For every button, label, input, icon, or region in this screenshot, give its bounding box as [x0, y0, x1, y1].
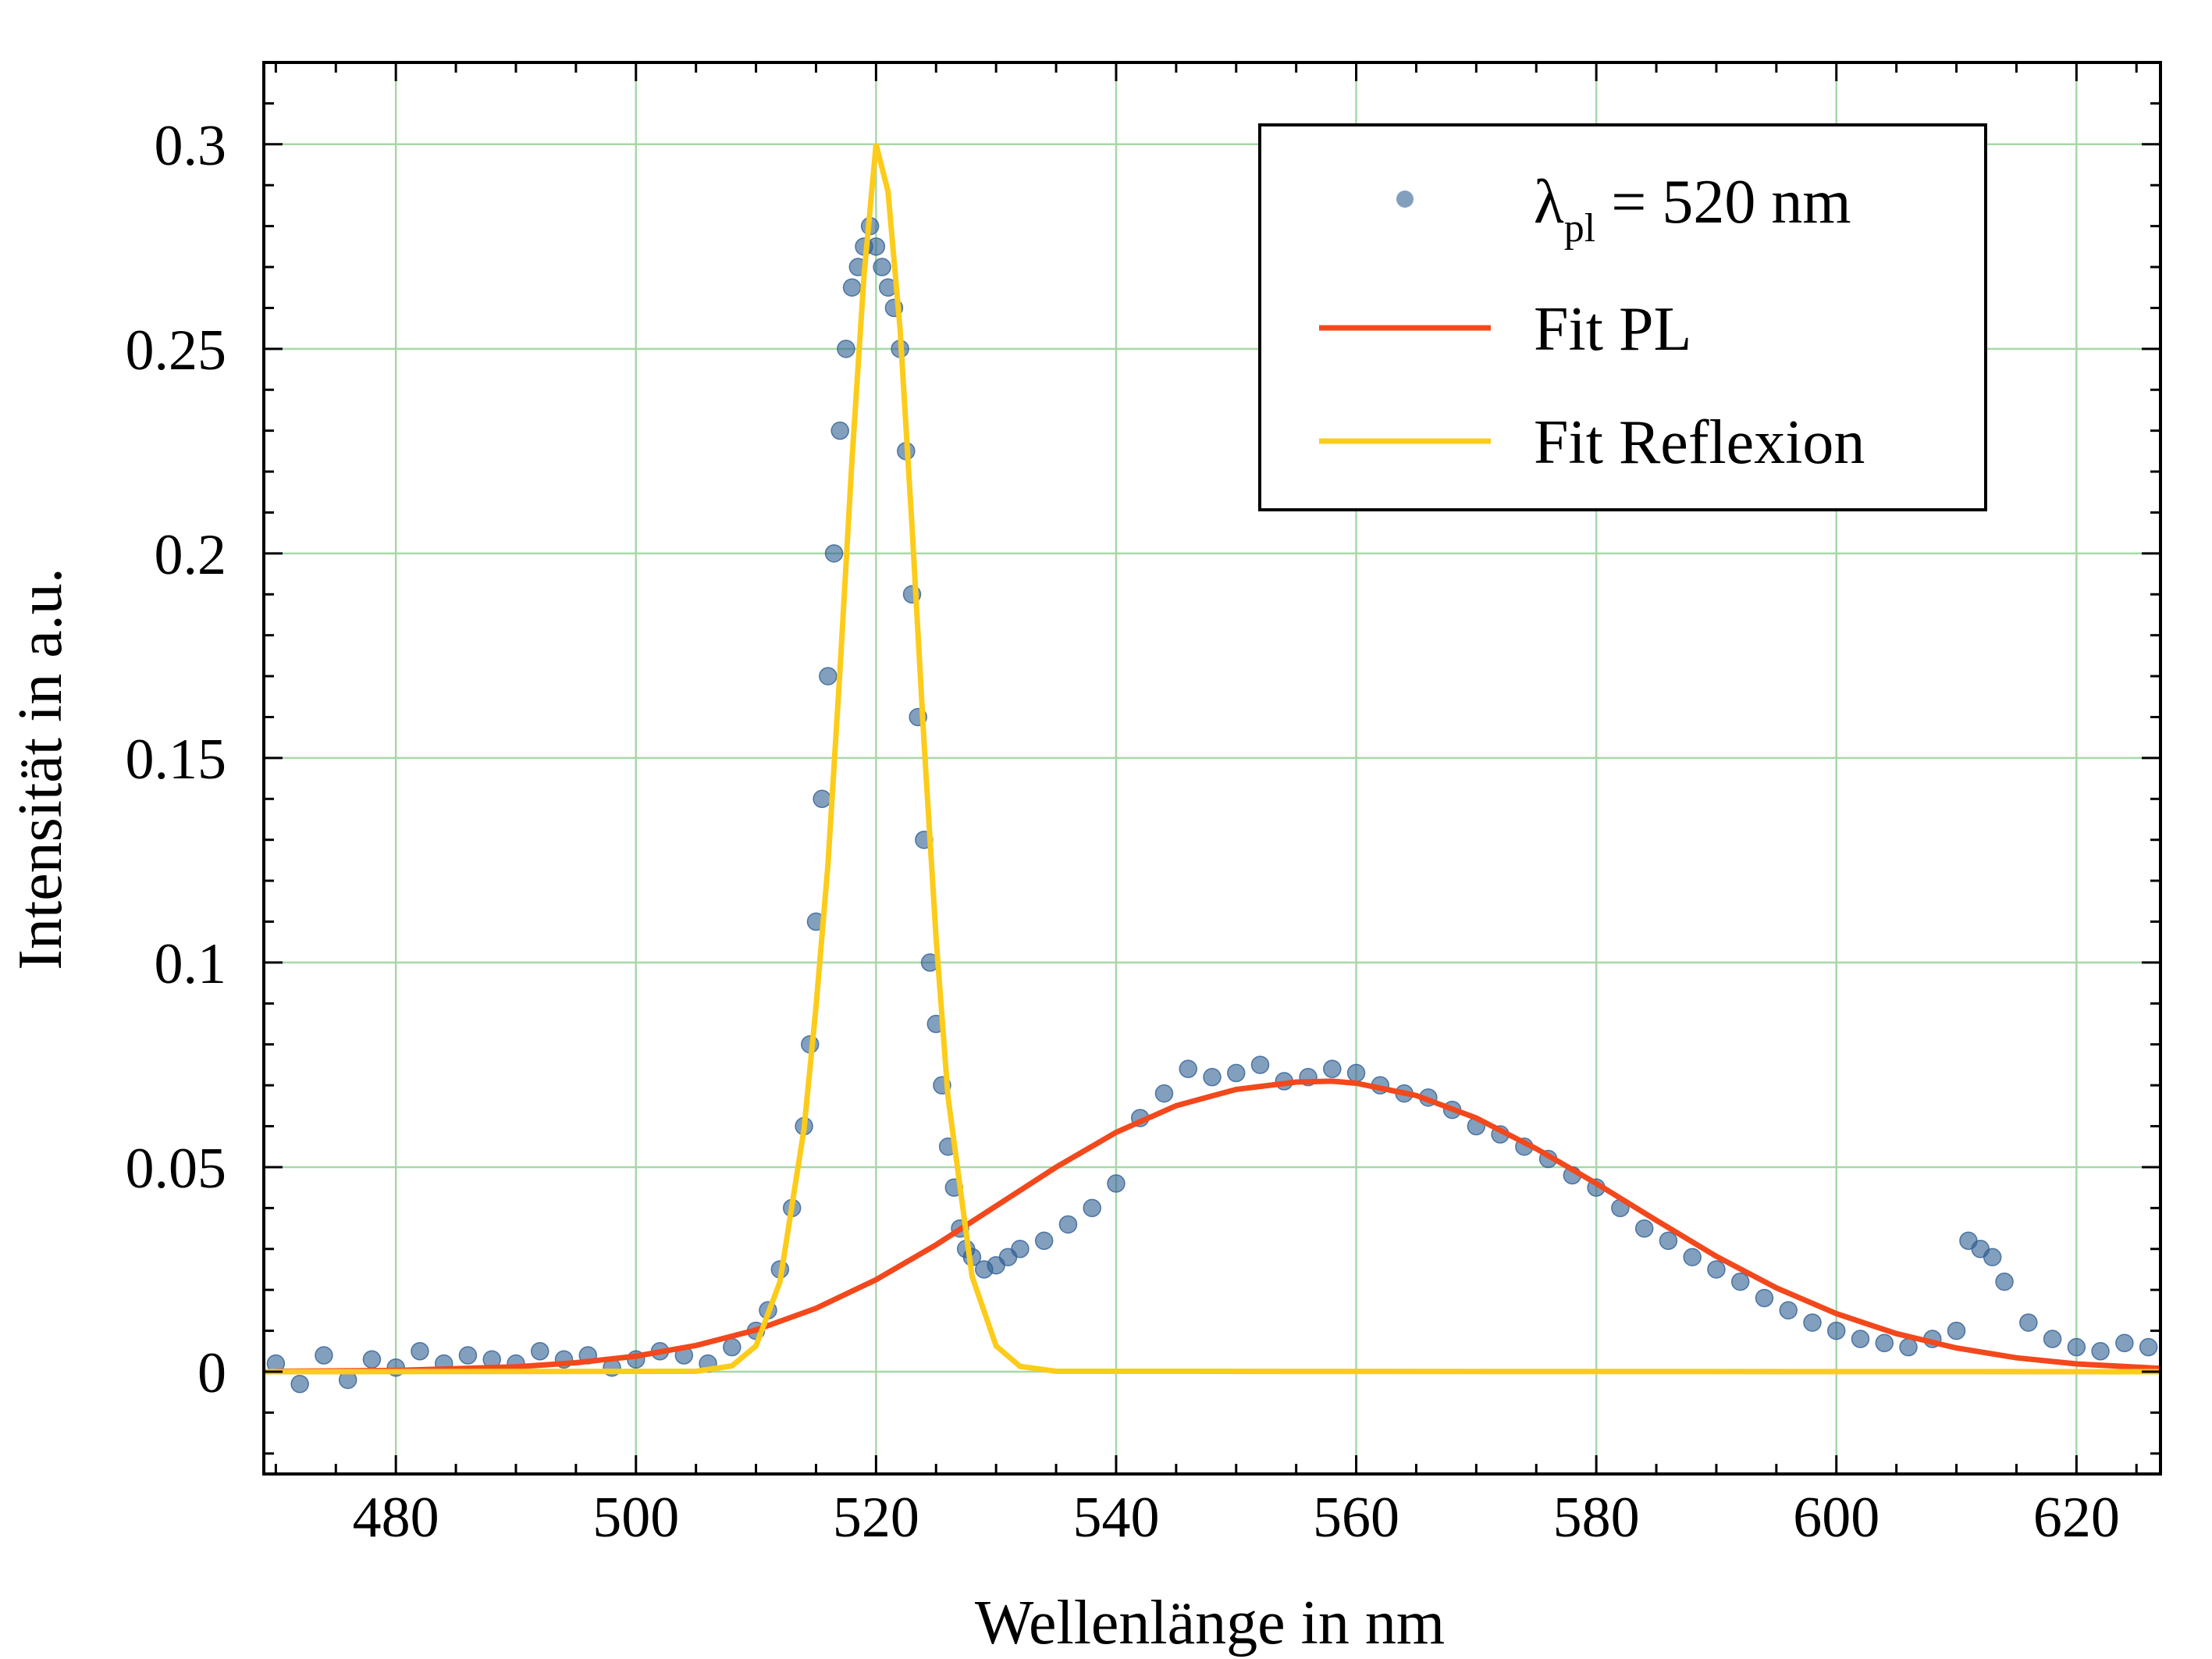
- data-point: [2091, 1342, 2110, 1361]
- y-tick-label: 0.15: [126, 728, 227, 792]
- data-point: [873, 258, 891, 276]
- data-point: [1659, 1231, 1678, 1251]
- y-tick-label: 0.25: [126, 319, 227, 383]
- data-point: [1346, 1063, 1366, 1083]
- x-tick-label: 620: [2033, 1486, 2120, 1550]
- data-point: [290, 1374, 309, 1394]
- fit-pl-line: [276, 1078, 2161, 1374]
- data-point: [1730, 1272, 1750, 1291]
- data-point: [819, 667, 838, 685]
- data-point: [866, 237, 886, 256]
- legend: λpl = 520 nm Fit PL Fit Reflexion: [1258, 123, 1987, 511]
- data-point: [1058, 1215, 1078, 1234]
- data-point: [1755, 1288, 1774, 1308]
- plot-frame: [262, 61, 2162, 1476]
- y-axis-title: Intensität in a.u.: [6, 568, 75, 970]
- data-point: [1983, 1248, 2002, 1266]
- data-point: [1179, 1059, 1197, 1078]
- y-tick-label: 0: [197, 1341, 226, 1405]
- data-point: [1083, 1198, 1101, 1218]
- legend-lambda: λ: [1534, 168, 1564, 237]
- data-point: [458, 1346, 478, 1365]
- data-point: [2139, 1337, 2158, 1357]
- data-point: [1995, 1272, 2014, 1291]
- data-point: [1634, 1219, 1654, 1238]
- data-point: [1826, 1321, 1846, 1340]
- data-point: [1803, 1313, 1822, 1332]
- data-point: [837, 340, 855, 358]
- data-point: [824, 544, 844, 563]
- x-tick-label: 480: [353, 1486, 439, 1550]
- data-point: [723, 1337, 741, 1357]
- data-point: [315, 1346, 333, 1365]
- axis-ticks: [264, 62, 2160, 1474]
- x-tick-labels: 480 500 520 540 560 580 600 620: [353, 1486, 2120, 1550]
- data-point: [842, 278, 862, 297]
- data-point: [530, 1342, 549, 1361]
- data-point: [1851, 1330, 1870, 1348]
- x-tick-label: 540: [1072, 1486, 1159, 1550]
- legend-label-fit-pl: Fit PL: [1534, 295, 1691, 364]
- data-point: [1034, 1231, 1054, 1251]
- y-tick-label: 0.3: [155, 114, 227, 178]
- legend-value: = 520 nm: [1595, 168, 1851, 237]
- legend-label-fit-reflexion: Fit Reflexion: [1534, 408, 1865, 477]
- x-tick-label: 580: [1553, 1486, 1640, 1550]
- data-point: [362, 1350, 382, 1369]
- data-point: [1683, 1248, 1702, 1266]
- data-point: [1250, 1056, 1270, 1074]
- data-point: [1899, 1337, 1918, 1357]
- legend-label-points: λpl = 520 nm: [1534, 168, 1851, 251]
- data-point: [1227, 1063, 1246, 1083]
- fit-reflexion-line: [263, 143, 2161, 1375]
- data-point: [2067, 1337, 2086, 1357]
- x-tick-label: 520: [833, 1486, 919, 1550]
- data-point: [1779, 1301, 1798, 1320]
- data-point: [411, 1342, 429, 1361]
- y-tick-labels: 0 0.05 0.1 0.15 0.2 0.25 0.3: [126, 114, 227, 1405]
- data-point: [2115, 1333, 2134, 1353]
- y-tick-label: 0.2: [155, 523, 227, 587]
- y-tick-label: 0.05: [126, 1137, 227, 1201]
- data-point: [1875, 1333, 1894, 1353]
- data-point: [1011, 1240, 1030, 1258]
- x-tick-label: 560: [1313, 1486, 1399, 1550]
- data-point: [1947, 1321, 1966, 1340]
- data-point: [813, 789, 831, 809]
- data-point: [1107, 1174, 1126, 1193]
- data-point: [1323, 1059, 1342, 1078]
- legend-subscript: pl: [1564, 206, 1595, 251]
- data-point: [1154, 1084, 1174, 1103]
- x-axis-title: Wellenlänge in nm: [975, 1589, 1445, 1657]
- data-point: [2019, 1313, 2038, 1332]
- data-point: [1203, 1067, 1222, 1087]
- data-point: [1707, 1260, 1726, 1279]
- y-tick-label: 0.1: [155, 932, 227, 996]
- legend-point-marker: [1396, 190, 1414, 208]
- x-tick-label: 600: [1793, 1486, 1879, 1550]
- data-point: [830, 421, 849, 440]
- legend-box: [1258, 123, 1987, 511]
- x-tick-label: 500: [592, 1486, 679, 1550]
- data-point: [2043, 1330, 2062, 1348]
